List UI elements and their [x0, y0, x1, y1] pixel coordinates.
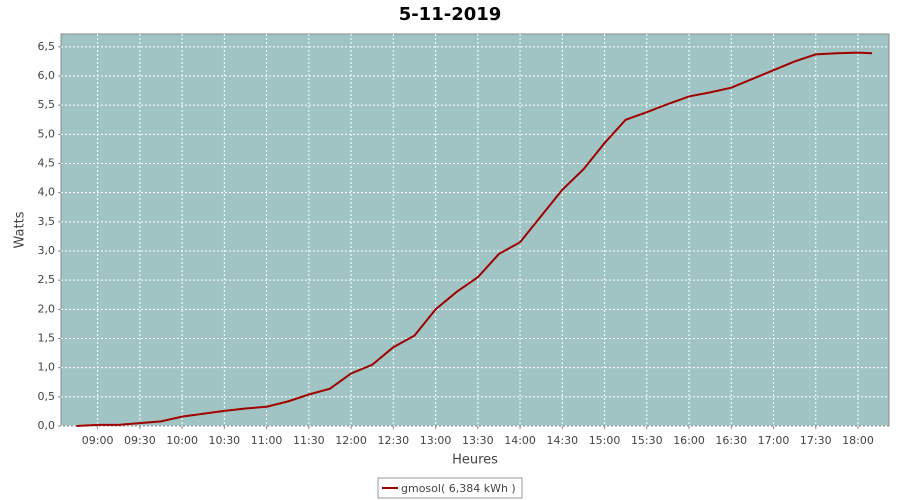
y-axis-label: Watts	[13, 211, 28, 248]
x-tick-label: 10:30	[208, 434, 240, 447]
y-tick-label: 2,5	[38, 273, 56, 286]
y-tick-label: 5,5	[38, 98, 56, 111]
plot-area	[60, 33, 890, 427]
x-tick-label: 14:30	[546, 434, 578, 447]
x-tick-label: 16:30	[715, 434, 747, 447]
x-axis-label: Heures	[452, 453, 498, 468]
y-tick-label: 4,5	[38, 157, 56, 170]
x-tick-label: 17:00	[758, 434, 790, 447]
x-tick-label: 09:00	[82, 434, 114, 447]
x-tick-label: 16:00	[673, 434, 705, 447]
x-tick-label: 15:30	[631, 434, 663, 447]
y-tick-label: 0,0	[38, 419, 56, 432]
y-tick-label: 6,0	[38, 69, 56, 82]
x-tick-label: 14:00	[504, 434, 536, 447]
x-tick-label: 15:00	[589, 434, 621, 447]
y-tick-label: 2,0	[38, 302, 56, 315]
x-tick-label: 11:30	[293, 434, 325, 447]
y-tick-label: 0,5	[38, 390, 56, 403]
y-tick-label: 6,5	[38, 40, 56, 53]
legend	[377, 477, 523, 499]
series-line	[76, 51, 873, 427]
x-tick-label: 11:00	[251, 434, 283, 447]
x-tick-label: 13:30	[462, 434, 494, 447]
x-tick-label: 12:30	[377, 434, 409, 447]
chart-title: 5-11-2019	[399, 4, 502, 25]
x-tick-label: 10:00	[166, 434, 198, 447]
y-tick-label: 4,0	[38, 186, 56, 199]
legend-label: gmosol( 6,384 kWh )	[401, 482, 516, 495]
y-tick-label: 5,0	[38, 127, 56, 140]
y-tick-label: 3,5	[38, 215, 56, 228]
x-tick-label: 18:00	[842, 434, 874, 447]
x-tick-label: 17:30	[800, 434, 832, 447]
y-tick-label: 1,0	[38, 361, 56, 374]
y-tick-label: 1,5	[38, 332, 56, 345]
x-tick-label: 13:00	[420, 434, 452, 447]
x-tick-label: 12:00	[335, 434, 367, 447]
x-tick-label: 09:30	[124, 434, 156, 447]
y-tick-label: 3,0	[38, 244, 56, 257]
